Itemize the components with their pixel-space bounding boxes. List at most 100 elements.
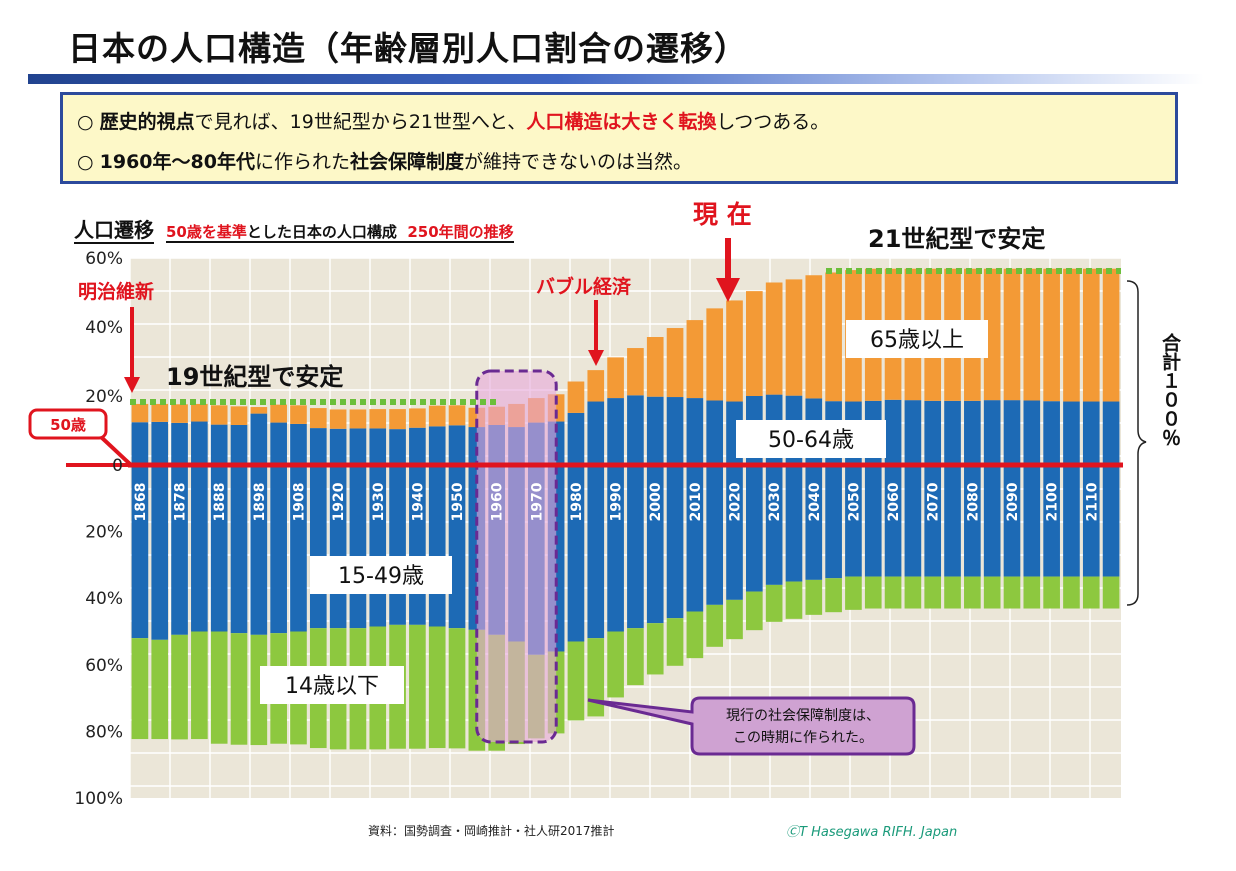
summary-1-part-3: 人口構造は大きく転換 [526,111,717,133]
bar-segment-0-14 [706,604,724,647]
x-tick-label: 1970 [529,482,545,521]
bar-segment-50-64 [983,400,1001,465]
bubble-label: バブル経済 [536,275,632,298]
bar-segment-65plus [329,409,347,429]
bar-segment-0-14 [1043,576,1060,609]
bar-segment-50-64 [567,412,585,465]
meiji-label: 明治維新 [78,280,154,303]
bar-segment-0-14 [686,611,704,659]
bar-segment-50-64 [646,396,664,465]
bar-segment-0-14 [964,576,981,609]
bar-segment-15-49 [765,465,783,585]
bar-segment-15-49 [825,465,842,579]
summary-2-part-3: 社会保障制度 [349,151,464,173]
bar-segment-50-64 [1043,401,1060,465]
callout-line-1: 現行の社会保障制度は、 [726,708,880,724]
bar-segment-65plus [309,408,327,429]
label-50-64-box [736,420,886,458]
bar-segment-15-49 [1082,465,1100,577]
age50-badge [28,408,108,440]
bar-segment-65plus [726,300,743,402]
bar-segment-65plus [191,403,208,422]
bar-segment-15-49 [428,465,446,627]
bar-segment-0-14 [587,638,605,717]
bar-segment-50-64 [151,421,169,465]
bar-segment-0-14 [726,599,743,640]
bar-segment-65plus [428,405,446,427]
bar-segment-65plus [805,275,823,399]
bar-segment-65plus [746,291,763,396]
bar-segment-0-14 [567,641,585,721]
bar-segment-0-14 [131,638,149,740]
bar-segment-50-64 [270,422,287,465]
bar-segment-15-49 [171,465,188,635]
summary-1-part-4: しつつある。 [716,111,830,133]
bar-segment-50-64 [409,427,426,465]
x-tick-label: 2010 [688,482,704,521]
y-axis-label: 20% [85,387,123,407]
bar-segment-50-64 [627,395,644,465]
bar-segment-65plus [171,404,188,423]
bar-segment-65plus [666,328,684,398]
bar-segment-50-64 [250,413,268,465]
bullet-circle: ○ [77,111,94,133]
bar-segment-50-64 [1023,400,1041,465]
x-tick-label: 1878 [173,483,189,522]
bar-segment-0-14 [1003,576,1021,609]
x-tick-label: 2000 [648,482,664,521]
x-tick-label: 1950 [450,482,466,521]
label-15-49: 15-49歳 [338,564,424,589]
bar-segment-50-64 [230,424,248,465]
bar-segment-0-14 [607,631,624,698]
x-tick-label: 1908 [291,483,307,522]
x-tick-label: 1960 [490,482,506,521]
bar-segment-50-64 [964,400,981,465]
bar-segment-0-14 [944,576,961,609]
bar-segment-15-49 [904,465,922,577]
bar-segment-0-14 [428,626,446,749]
bar-segment-65plus [627,348,644,396]
bar-segment-65plus [409,408,426,428]
bar-segment-65plus [369,409,387,429]
x-tick-label: 1930 [371,482,387,521]
bar-segment-65plus [151,403,169,422]
summary-1-part-1: 歴史的視点 [99,111,195,133]
page-title: 日本の人口構造（年齢層別人口割合の遷移） [68,29,748,68]
bar-segment-50-64 [904,400,922,465]
bar-segment-15-49 [1043,465,1060,577]
bar-segment-50-64 [607,398,624,465]
x-tick-label: 2100 [1045,482,1061,521]
bar-segment-15-49 [1063,465,1080,577]
bar-segment-50-64 [1102,401,1120,465]
bar-segment-65plus [567,381,585,413]
x-tick-label: 1990 [609,482,625,521]
bar-segment-0-14 [627,628,644,686]
bar-segment-50-64 [171,422,188,465]
bar-segment-65plus [290,405,307,424]
bar-segment-50-64 [1082,401,1100,465]
chart-subtitle-sub: 50歳を基準とした日本の人口構成 250年間の推移 [166,223,514,243]
bar-segment-15-49 [746,465,763,592]
bar-segment-15-49 [646,465,664,624]
bar-segment-15-49 [309,465,327,629]
bar-segment-65plus [210,405,228,425]
x-tick-label: 1888 [212,483,228,522]
bar-segment-50-64 [290,423,307,465]
bar-segment-15-49 [924,465,942,577]
x-tick-label: 2020 [728,482,744,521]
bar-segment-0-14 [884,576,902,609]
bar-segment-0-14 [983,576,1001,609]
bar-segment-65plus [1023,268,1041,401]
age50-connector [98,434,133,467]
x-tick-label: 1940 [410,482,426,521]
bar-segment-15-49 [686,465,704,612]
bar-segment-50-64 [448,425,466,465]
title-underline-bar [28,74,1204,84]
label-65plus-box [846,320,988,358]
callout-line-2: この時期に作られた。 [733,730,873,746]
bar-segment-50-64 [210,424,228,465]
stable19-label: 19世紀型で安定 [166,363,343,391]
x-tick-label: 1868 [133,483,149,522]
bar-segment-50-64 [191,421,208,465]
